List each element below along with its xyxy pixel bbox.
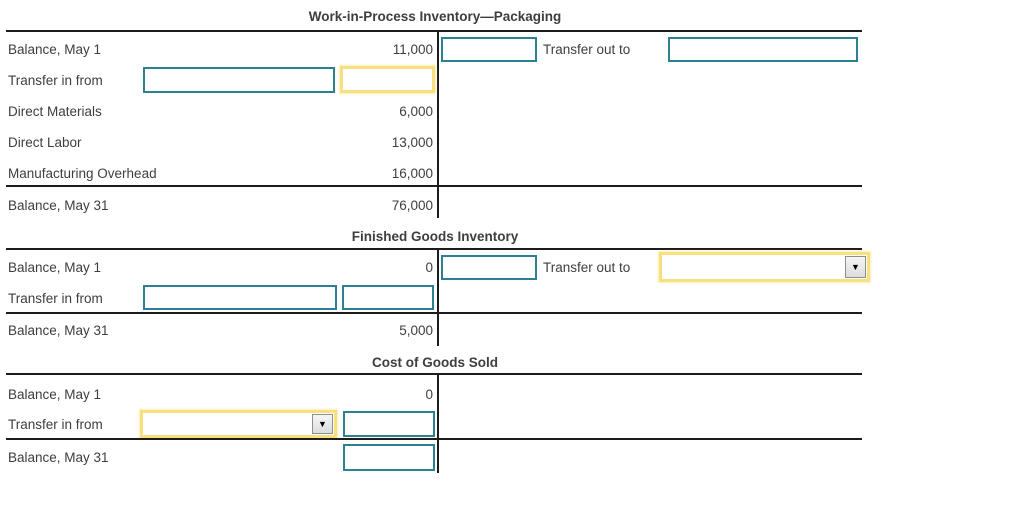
fg-transfer-out-label: Transfer out to — [543, 260, 631, 275]
wip-top-rule — [6, 30, 862, 32]
wip-amount-balance-may31: 76,000 — [391, 198, 433, 213]
wip-amount-balance-may1: 11,000 — [392, 42, 433, 57]
wip-amount-direct-labor: 13,000 — [391, 135, 433, 150]
wip-row-label-balance-may1: Balance, May 1 — [8, 42, 102, 57]
account-title-finished-goods: Finished Goods Inventory — [351, 229, 519, 244]
wip-transfer-out-amount-input[interactable] — [441, 37, 537, 62]
account-title-cogs: Cost of Goods Sold — [372, 355, 498, 370]
fg-row-label-balance-may31: Balance, May 31 — [8, 323, 109, 338]
account-title-wip-packaging: Work-in-Process Inventory—Packaging — [308, 9, 562, 24]
dropdown-arrow-icon[interactable]: ▼ — [312, 414, 333, 434]
fg-transfer-out-account-select[interactable]: ▼ — [659, 252, 870, 282]
wip-row-label-mfg-overhead: Manufacturing Overhead — [8, 166, 157, 181]
fg-balance-rule — [6, 312, 862, 314]
dropdown-arrow-icon[interactable]: ▼ — [845, 256, 866, 278]
fg-amount-balance-may31: 5,000 — [399, 323, 433, 338]
wip-row-label-direct-materials: Direct Materials — [8, 104, 102, 119]
fg-row-label-balance-may1: Balance, May 1 — [8, 260, 102, 275]
wip-amount-mfg-overhead: 16,000 — [391, 166, 433, 181]
wip-row-label-balance-may31: Balance, May 31 — [8, 198, 109, 213]
wip-balance-rule — [6, 185, 862, 187]
fg-transfer-in-amount-input[interactable] — [342, 285, 434, 310]
wip-vertical-rule — [437, 31, 439, 218]
wip-row-label-transfer-in: Transfer in from — [8, 73, 103, 88]
wip-transfer-out-label: Transfer out to — [543, 42, 631, 57]
cogs-amount-balance-may1: 0 — [425, 387, 433, 402]
wip-transfer-out-account-input[interactable] — [668, 37, 858, 62]
cogs-vertical-rule — [437, 374, 439, 473]
cogs-row-label-balance-may1: Balance, May 1 — [8, 387, 102, 402]
fg-transfer-out-amount-input[interactable] — [441, 255, 537, 280]
wip-amount-direct-materials: 6,000 — [399, 104, 433, 119]
cogs-top-rule — [6, 373, 862, 375]
cogs-balance-rule — [6, 438, 862, 440]
fg-row-label-transfer-in: Transfer in from — [8, 291, 103, 306]
cogs-transfer-in-account-select[interactable]: ▼ — [140, 410, 337, 438]
wip-transfer-in-account-input[interactable] — [143, 67, 335, 93]
cogs-transfer-in-amount-input[interactable] — [343, 411, 435, 437]
fg-vertical-rule — [437, 249, 439, 346]
wip-row-label-direct-labor: Direct Labor — [8, 135, 82, 150]
fg-transfer-in-account-input[interactable] — [143, 285, 337, 310]
cogs-row-label-balance-may31: Balance, May 31 — [8, 450, 109, 465]
fg-top-rule — [6, 248, 862, 250]
wip-transfer-in-amount-input[interactable] — [340, 66, 435, 93]
cogs-row-label-transfer-in: Transfer in from — [8, 417, 103, 432]
fg-amount-balance-may1: 0 — [425, 260, 433, 275]
cogs-balance-may31-amount-input[interactable] — [343, 444, 435, 471]
